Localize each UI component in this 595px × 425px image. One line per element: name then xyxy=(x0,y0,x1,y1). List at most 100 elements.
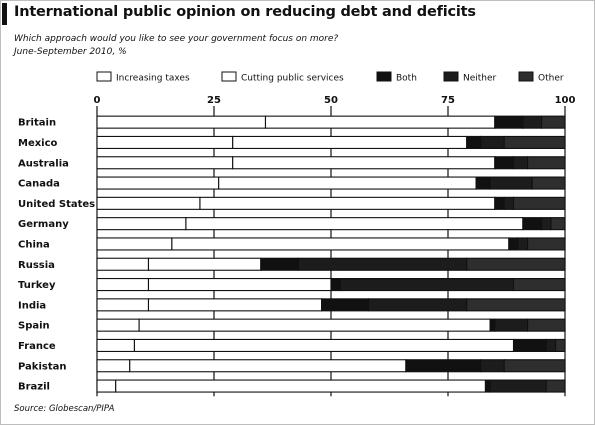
legend-swatch xyxy=(96,71,112,82)
legend-item-other: Other xyxy=(518,71,564,84)
bar-both xyxy=(405,359,482,373)
x-tick-label: 100 xyxy=(555,95,576,106)
legend: Increasing taxes Cutting public services B… xyxy=(96,71,564,84)
chart-source: Source: Globescan/PIPA xyxy=(14,404,115,414)
title-accent-bar xyxy=(2,3,7,25)
bar-cutting-public-services xyxy=(218,176,477,190)
category-label-turkey: Turkey xyxy=(18,280,56,291)
bar-cutting-public-services xyxy=(129,359,407,373)
bar-row-germany xyxy=(96,217,566,231)
bar-other xyxy=(466,298,566,312)
category-label-china: China xyxy=(18,239,50,250)
bar-neither xyxy=(494,318,529,332)
bar-neither xyxy=(545,338,557,353)
category-label-france: France xyxy=(18,341,56,352)
bar-other xyxy=(503,135,566,149)
bar-cutting-public-services xyxy=(264,115,496,129)
legend-label: Other xyxy=(538,74,564,84)
bar-neither xyxy=(517,237,529,251)
bar-cutting-public-services xyxy=(147,298,323,312)
bar-neither xyxy=(503,196,515,210)
bar-increasing-taxes xyxy=(96,217,187,231)
bar-increasing-taxes xyxy=(96,338,135,353)
x-tick-label: 50 xyxy=(324,95,338,106)
x-tick-label: 75 xyxy=(441,95,455,106)
bar-increasing-taxes xyxy=(96,359,131,373)
legend-item-neither: Neither xyxy=(443,71,497,84)
bar-neither xyxy=(541,217,552,231)
category-label-united-states: United States xyxy=(18,199,95,210)
bar-both xyxy=(522,217,543,231)
legend-label: Both xyxy=(396,74,417,84)
bar-other xyxy=(541,115,566,129)
category-label-britain: Britain xyxy=(18,118,56,129)
x-tick-label: 25 xyxy=(207,95,221,106)
bar-increasing-taxes xyxy=(96,379,117,393)
category-label-brazil: Brazil xyxy=(18,382,50,393)
bar-row-russia xyxy=(96,257,566,271)
bar-increasing-taxes xyxy=(96,176,220,190)
bar-row-france xyxy=(96,338,566,353)
legend-label: Cutting public services xyxy=(241,74,344,84)
bar-row-australia xyxy=(96,156,566,170)
bar-cutting-public-services xyxy=(185,217,524,231)
category-label-pakistan: Pakistan xyxy=(18,361,67,372)
bar-both xyxy=(475,176,491,190)
bar-row-china xyxy=(96,237,566,251)
bar-cutting-public-services xyxy=(147,277,332,292)
category-label-canada: Canada xyxy=(18,179,60,190)
legend-item-cutting-public-services: Cutting public services xyxy=(221,71,344,84)
bar-neither xyxy=(489,176,533,190)
legend-label: Increasing taxes xyxy=(116,74,190,84)
bar-row-spain xyxy=(96,318,566,332)
bar-row-mexico xyxy=(96,135,566,149)
bar-increasing-taxes xyxy=(96,115,267,129)
bar-both xyxy=(494,196,505,210)
category-label-spain: Spain xyxy=(18,321,50,332)
bar-increasing-taxes xyxy=(96,135,234,149)
legend-swatch xyxy=(221,71,237,82)
bar-neither xyxy=(480,359,505,373)
bar-neither xyxy=(489,379,547,393)
category-labels: Britain Mexico Australia Canada United State… xyxy=(18,118,95,393)
bar-cutting-public-services xyxy=(171,237,510,251)
bar-other xyxy=(545,379,566,393)
legend-item-both: Both xyxy=(376,71,417,84)
bar-row-brazil xyxy=(96,379,566,393)
bar-both xyxy=(330,277,341,292)
bar-both xyxy=(494,115,524,129)
bar-other xyxy=(527,237,566,251)
bar-neither xyxy=(339,277,515,292)
bar-increasing-taxes xyxy=(96,196,201,210)
bar-neither xyxy=(522,115,543,129)
bar-increasing-taxes xyxy=(96,156,234,170)
bar-other xyxy=(512,277,566,292)
bar-row-united-states xyxy=(96,196,566,210)
bar-both xyxy=(466,135,482,149)
bar-both xyxy=(484,379,491,393)
chart-title: International public opinion on reducing… xyxy=(14,4,476,20)
bar-cutting-public-services xyxy=(115,379,486,393)
bar-increasing-taxes xyxy=(96,298,150,312)
legend-swatch xyxy=(376,71,392,82)
bar-increasing-taxes xyxy=(96,277,150,292)
bar-other xyxy=(531,176,566,190)
bar-increasing-taxes xyxy=(96,318,140,332)
bar-other xyxy=(550,217,566,231)
bar-both xyxy=(489,318,496,332)
legend-swatch xyxy=(443,71,459,82)
bar-other xyxy=(466,257,566,271)
legend-label: Neither xyxy=(463,74,497,84)
legend-swatch xyxy=(518,71,534,82)
bar-both xyxy=(321,298,369,312)
bar-both xyxy=(512,338,547,353)
gridlines xyxy=(96,106,566,397)
bar-other xyxy=(527,156,566,170)
bar-row-britain xyxy=(96,115,566,129)
bar-other xyxy=(512,196,566,210)
category-label-india: India xyxy=(18,300,46,311)
x-axis-ticks: 0 25 50 75 100 xyxy=(94,95,576,106)
bar-neither xyxy=(480,135,505,149)
